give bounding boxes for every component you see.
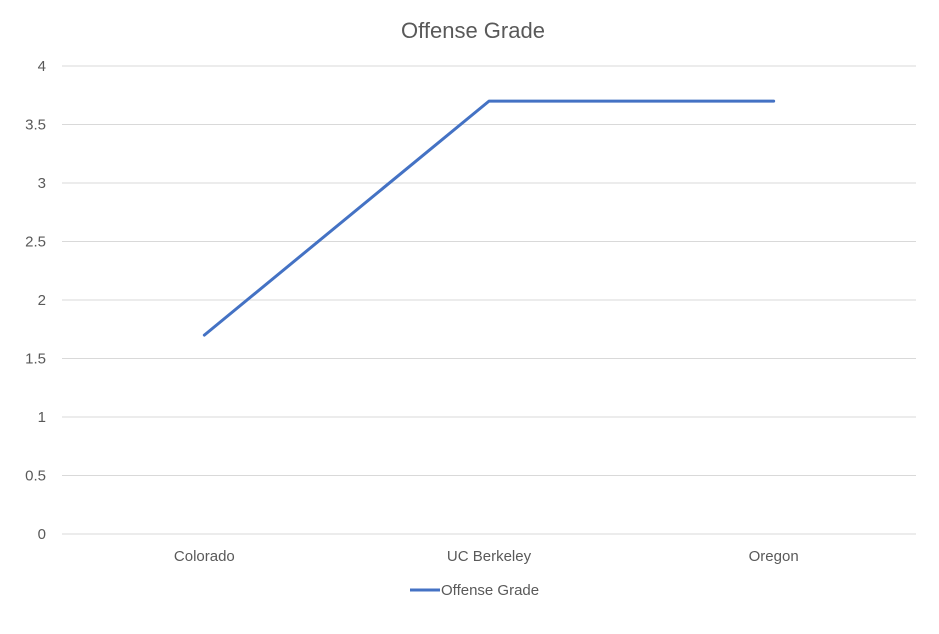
legend: Offense Grade xyxy=(410,582,539,599)
y-tick-label: 3.5 xyxy=(25,117,46,134)
y-tick-label: 2 xyxy=(38,292,46,309)
series-lines xyxy=(202,99,776,337)
legend-label: Offense Grade xyxy=(441,582,539,599)
y-tick-label: 0.5 xyxy=(25,468,46,485)
y-tick-label: 4 xyxy=(38,58,46,75)
y-tick-label: 1.5 xyxy=(25,351,46,368)
y-tick-label: 1 xyxy=(38,409,46,426)
gridlines xyxy=(62,65,916,535)
y-axis-ticks: 0 0.5 1 1.5 2 2.5 3 3.5 4 xyxy=(25,58,46,543)
x-axis-ticks: Colorado UC Berkeley Oregon xyxy=(174,548,799,565)
y-tick-label: 0 xyxy=(38,526,46,543)
series-line xyxy=(202,99,776,337)
chart-title: Offense Grade xyxy=(401,18,545,43)
x-tick-label: UC Berkeley xyxy=(447,548,532,565)
x-tick-label: Colorado xyxy=(174,548,235,565)
y-tick-label: 2.5 xyxy=(25,234,46,251)
y-tick-label: 3 xyxy=(38,175,46,192)
x-tick-label: Oregon xyxy=(749,548,799,565)
